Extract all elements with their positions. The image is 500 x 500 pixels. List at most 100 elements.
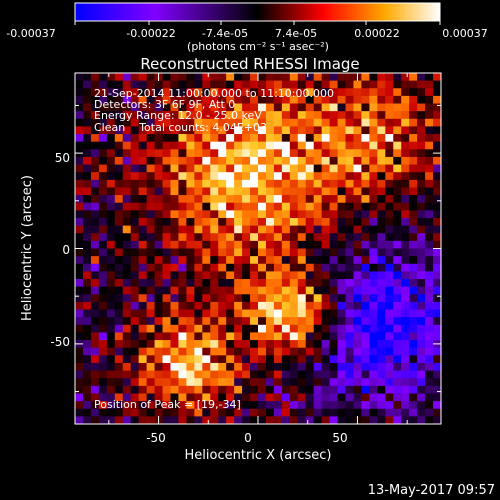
heatmap-cell — [345, 210, 354, 219]
heatmap-cell — [114, 279, 124, 288]
heatmap-cell — [265, 286, 275, 295]
heatmap-cell — [369, 149, 378, 158]
heatmap-cell — [297, 286, 307, 295]
heatmap-cell — [178, 240, 187, 249]
heatmap-cell — [353, 187, 362, 196]
heatmap-cell — [409, 248, 418, 257]
heatmap-cell — [273, 378, 283, 387]
heatmap-cell — [210, 80, 219, 89]
heatmap-cell — [90, 408, 100, 417]
heatmap-cell — [250, 103, 259, 112]
heatmap-cell — [122, 210, 132, 219]
heatmap-cell — [329, 355, 338, 364]
heatmap-cell — [265, 332, 275, 341]
heatmap-cell — [425, 416, 434, 425]
heatmap-cell — [281, 141, 291, 150]
heatmap-cell — [106, 202, 116, 211]
heatmap-cell — [122, 240, 132, 249]
heatmap-cell — [417, 355, 426, 364]
heatmap-cell — [75, 317, 84, 326]
heatmap-cell — [417, 88, 426, 97]
heatmap-cell — [146, 195, 155, 204]
heatmap-cell — [345, 248, 354, 257]
heatmap-cell — [218, 271, 227, 280]
heatmap-cell — [146, 179, 155, 188]
heatmap-cell — [401, 134, 410, 143]
heatmap-cell — [425, 240, 434, 249]
heatmap-cell — [234, 309, 243, 318]
heatmap-cell — [234, 141, 243, 150]
heatmap-cell — [425, 202, 434, 211]
heatmap-cell — [130, 202, 140, 211]
heatmap-cell — [433, 385, 442, 394]
heatmap-cell — [226, 408, 235, 417]
heatmap-cell — [377, 324, 386, 333]
heatmap-cell — [226, 347, 235, 356]
heatmap-cell — [162, 393, 171, 402]
heatmap-cell — [265, 271, 275, 280]
heatmap-cell — [162, 324, 171, 333]
heatmap-cell — [361, 294, 370, 303]
heatmap-cell — [329, 309, 338, 318]
heatmap-cell — [98, 309, 108, 318]
heatmap-cell — [425, 271, 434, 280]
heatmap-cell — [297, 217, 307, 227]
heatmap-cell — [114, 393, 124, 402]
heatmap-cell — [202, 378, 211, 387]
heatmap-cell — [385, 225, 394, 234]
heatmap-cell — [305, 294, 315, 303]
heatmap-cell — [409, 141, 418, 150]
heatmap-cell — [297, 340, 307, 349]
heatmap-cell — [130, 195, 140, 204]
heatmap-cell — [258, 179, 267, 188]
heatmap-cell — [210, 202, 219, 211]
heatmap-cell — [226, 233, 235, 242]
colorbar-tick-label: -0.00022 — [126, 27, 175, 40]
heatmap-cell — [409, 240, 418, 249]
heatmap-cell — [130, 347, 140, 356]
colorbar-tick-label: -7.4e-05 — [202, 27, 248, 40]
heatmap-cell — [337, 401, 346, 410]
heatmap-cell — [186, 88, 195, 97]
heatmap-cell — [114, 80, 124, 89]
heatmap-cell — [98, 202, 108, 211]
heatmap-cell — [146, 103, 155, 112]
heatmap-cell — [353, 126, 362, 135]
heatmap-cell — [281, 164, 291, 173]
heatmap-cell — [369, 393, 378, 402]
heatmap-cell — [258, 256, 267, 265]
heatmap-cell — [369, 332, 378, 341]
heatmap-cell — [194, 195, 203, 204]
heatmap-cell — [433, 263, 442, 272]
heatmap-cell — [353, 347, 362, 356]
heatmap-cell — [186, 202, 195, 211]
heatmap-cell — [345, 271, 354, 280]
heatmap-cell — [258, 149, 267, 158]
heatmap-cell — [154, 340, 163, 349]
heatmap-cell — [106, 172, 116, 181]
heatmap-cell — [265, 416, 275, 425]
heatmap-cell — [409, 149, 418, 158]
heatmap-cell — [329, 401, 338, 410]
heatmap-cell — [146, 393, 155, 402]
heatmap-cell — [361, 279, 370, 288]
heatmap-cell — [281, 271, 291, 280]
heatmap-cell — [321, 187, 331, 196]
heatmap-cell — [178, 355, 187, 364]
heatmap-cell — [297, 134, 307, 143]
heatmap-cell — [385, 279, 394, 288]
plot-area — [74, 72, 442, 425]
heatmap-cell — [313, 347, 323, 356]
heatmap-cell — [273, 217, 283, 227]
heatmap-cell — [313, 225, 323, 234]
heatmap-cell — [401, 233, 410, 242]
heatmap-cell — [82, 126, 92, 135]
heatmap-cell — [258, 134, 267, 143]
heatmap-cell — [154, 88, 163, 97]
heatmap-cell — [393, 248, 402, 257]
heatmap-cell — [202, 149, 211, 158]
colorbar-ticks — [74, 21, 441, 25]
heatmap-cell — [146, 370, 155, 379]
heatmap-cell — [146, 263, 155, 272]
heatmap-cell — [210, 195, 219, 204]
